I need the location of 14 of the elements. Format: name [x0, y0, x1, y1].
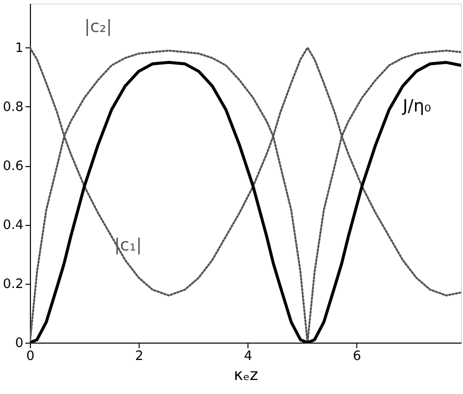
y-tick-label: 0 — [15, 336, 24, 352]
y-tick-label: 0.2 — [2, 277, 24, 292]
series-label: |c₁| — [114, 234, 142, 254]
x-tick-label: 4 — [244, 349, 252, 364]
x-axis-title: κₑz — [234, 365, 258, 384]
y-tick-label: 0.6 — [2, 159, 24, 174]
y-tick-label: 0.4 — [2, 218, 24, 234]
series-label: |c₂| — [84, 16, 112, 36]
x-tick-label: 2 — [135, 349, 144, 364]
y-tick-label: 0.8 — [2, 100, 24, 116]
y-tick-label: 1 — [15, 41, 24, 56]
x-tick-label: 6 — [352, 349, 362, 364]
x-tick-label: 0 — [26, 349, 35, 364]
series-label: J/η₀ — [402, 96, 432, 116]
